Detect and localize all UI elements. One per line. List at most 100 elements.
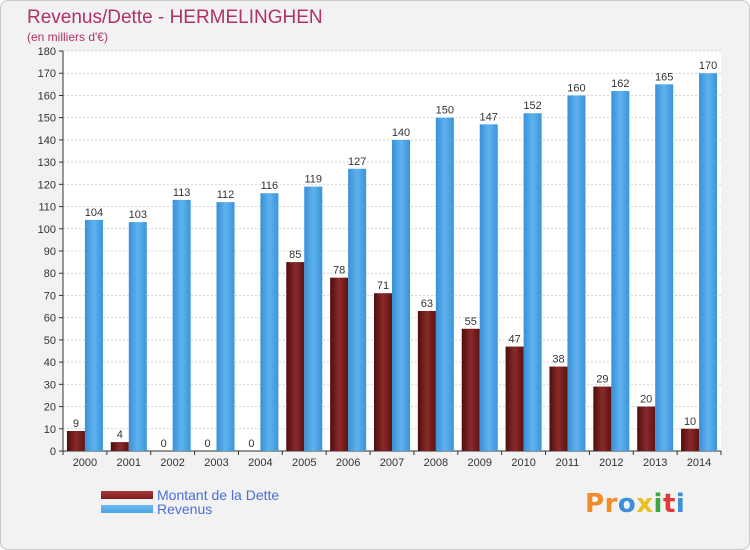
data-label-dette: 0: [161, 438, 167, 450]
data-label-revenus: 152: [523, 100, 541, 112]
logo-letter: P: [585, 489, 605, 519]
x-tick-label: 2013: [643, 457, 667, 469]
y-tick-label: 0: [50, 446, 56, 458]
data-label-dette: 20: [640, 394, 652, 406]
data-label-revenus: 140: [392, 127, 410, 139]
legend-swatch-revenus: [101, 505, 153, 513]
bar-revenus: [304, 186, 323, 452]
data-label-dette: 10: [684, 416, 696, 428]
y-tick-label: 20: [44, 402, 56, 414]
bar-revenus: [84, 219, 103, 451]
logo-letter: t: [662, 489, 676, 519]
chart-title: Revenus/Dette - HERMELINGHEN: [27, 7, 323, 28]
x-tick-label: 2005: [292, 457, 316, 469]
bar-dette: [549, 366, 568, 451]
bar-dette: [374, 293, 392, 451]
y-tick-label: 30: [44, 379, 56, 391]
y-tick-label: 90: [44, 246, 56, 258]
bar-dette: [593, 386, 612, 451]
bar-revenus: [567, 95, 586, 451]
bar-revenus: [128, 222, 147, 451]
data-label-revenus: 113: [173, 187, 191, 199]
data-label-revenus: 160: [567, 82, 585, 94]
data-label-revenus: 119: [304, 174, 322, 186]
y-tick-label: 150: [38, 113, 56, 125]
x-tick-label: 2006: [336, 457, 360, 469]
data-label-dette: 4: [117, 429, 123, 441]
data-label-revenus: 170: [699, 60, 717, 72]
x-tick-label: 2008: [424, 457, 448, 469]
bar-dette: [461, 328, 480, 451]
data-label-revenus: 104: [85, 207, 103, 219]
bar-revenus: [260, 193, 279, 451]
x-tick-label: 2002: [160, 457, 184, 469]
data-label-dette: 38: [552, 354, 564, 366]
data-label-dette: 85: [289, 249, 301, 261]
x-tick-label: 2012: [599, 457, 623, 469]
bar-revenus: [392, 139, 410, 451]
data-label-dette: 63: [421, 298, 433, 310]
y-tick-label: 160: [38, 90, 56, 102]
y-tick-label: 80: [44, 268, 56, 280]
y-tick-label: 50: [44, 335, 56, 347]
logo-letter: x: [636, 489, 654, 519]
y-tick-label: 70: [44, 290, 56, 302]
y-tick-label: 170: [38, 68, 56, 80]
bar-dette: [681, 428, 700, 451]
bar-dette: [505, 346, 524, 451]
logo-letter: r: [604, 489, 618, 519]
x-tick-label: 2003: [204, 457, 228, 469]
bar-revenus: [523, 113, 542, 451]
bar-dette: [637, 406, 656, 451]
x-tick-label: 2014: [687, 457, 711, 469]
bar-revenus: [172, 199, 191, 451]
y-tick-label: 140: [38, 135, 56, 147]
bar-revenus: [435, 117, 454, 452]
data-label-revenus: 112: [217, 189, 235, 201]
data-label-dette: 47: [508, 334, 520, 346]
x-tick-label: 2000: [73, 457, 97, 469]
bar-revenus: [479, 124, 498, 451]
y-tick-label: 180: [38, 46, 56, 58]
data-label-dette: 71: [377, 280, 389, 292]
bar-revenus: [655, 84, 674, 451]
x-tick-label: 2004: [248, 457, 272, 469]
x-tick-label: 2011: [556, 457, 580, 469]
data-label-revenus: 147: [480, 111, 498, 123]
y-tick-label: 10: [44, 424, 56, 436]
y-tick-label: 110: [38, 202, 56, 214]
logo-letter: i: [653, 489, 663, 519]
data-label-dette: 78: [333, 265, 345, 277]
x-tick-label: 2001: [117, 457, 141, 469]
data-label-revenus: 127: [348, 156, 366, 168]
x-tick-label: 2010: [511, 457, 535, 469]
y-tick-label: 130: [38, 157, 56, 169]
legend-item-revenus: Revenus: [101, 501, 212, 517]
y-tick-label: 40: [44, 357, 56, 369]
x-tick-label: 2007: [380, 457, 404, 469]
data-label-revenus: 116: [261, 180, 279, 192]
bar-dette: [286, 262, 305, 451]
y-tick-label: 60: [44, 313, 56, 325]
legend-swatch-dette: [101, 491, 153, 499]
proxiti-logo: Proxiti: [585, 489, 685, 519]
data-label-revenus: 103: [129, 209, 147, 221]
bar-dette: [417, 311, 436, 451]
bar-revenus: [216, 202, 235, 451]
logo-letter: o: [617, 489, 637, 519]
data-label-dette: 55: [465, 316, 477, 328]
legend-label-dette: Montant de la Dette: [157, 487, 280, 503]
data-label-dette: 29: [596, 374, 608, 386]
bar-revenus: [611, 91, 630, 451]
y-tick-label: 100: [38, 224, 56, 236]
legend-label-revenus: Revenus: [157, 501, 213, 517]
bar-dette: [66, 431, 85, 451]
bar-revenus: [348, 168, 367, 451]
data-label-dette: 9: [73, 418, 79, 430]
data-label-revenus: 165: [655, 71, 673, 83]
data-label-revenus: 162: [611, 78, 629, 90]
data-label-revenus: 150: [436, 105, 454, 117]
chart-subtitle: (en milliers d'€): [27, 30, 108, 44]
